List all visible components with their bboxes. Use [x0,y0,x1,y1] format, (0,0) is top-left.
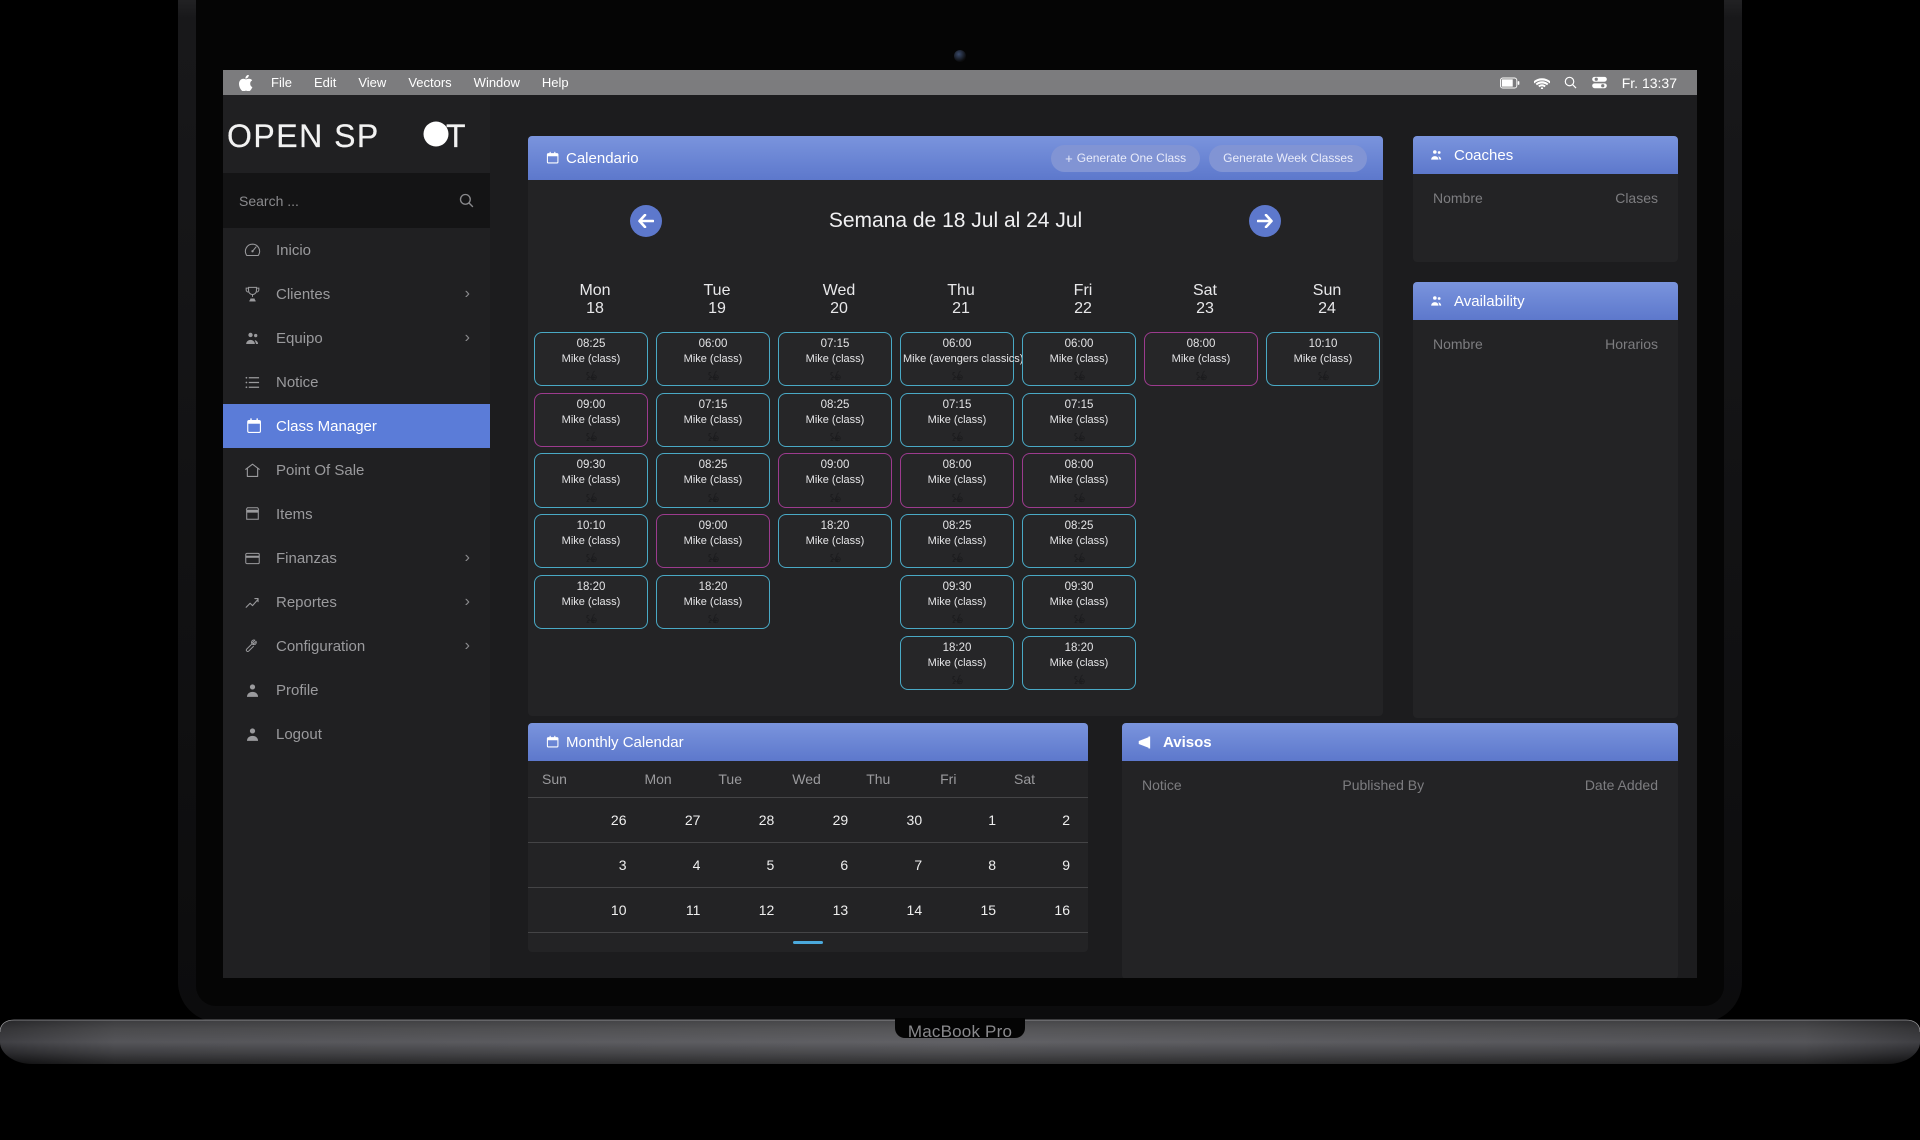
svg-text:OPEN SP: OPEN SP [227,118,380,154]
svg-text:T: T [446,118,467,154]
